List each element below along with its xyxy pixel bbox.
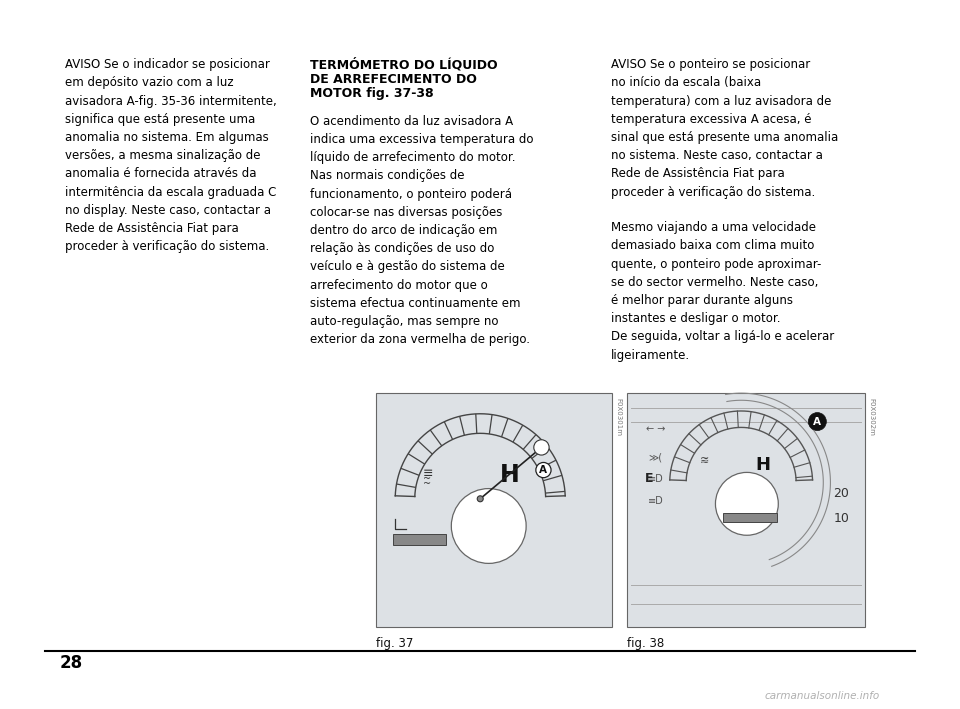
Text: AVISO Se o ponteiro se posicionar
no início da escala (baixa
temperatura) com a : AVISO Se o ponteiro se posicionar no iní… [611, 58, 838, 199]
Text: fig. 38: fig. 38 [627, 637, 664, 650]
Circle shape [715, 472, 779, 535]
Circle shape [534, 440, 549, 455]
Text: carmanualsonline.info: carmanualsonline.info [764, 691, 879, 701]
Text: F0X0301m: F0X0301m [615, 398, 621, 437]
Text: TERMÓMETRO DO LÍQUIDO: TERMÓMETRO DO LÍQUIDO [310, 58, 497, 72]
Text: ≋: ≋ [699, 456, 708, 466]
Bar [723, 513, 777, 523]
Text: AVISO Se o indicador se posicionar
em depósito vazio com a luz
avisadora A-fig. : AVISO Se o indicador se posicionar em de… [65, 58, 277, 253]
Text: 10: 10 [833, 512, 849, 525]
Text: MOTOR fig. 37-38: MOTOR fig. 37-38 [310, 87, 434, 100]
Text: F0X0302m: F0X0302m [868, 398, 874, 436]
Circle shape [451, 489, 526, 564]
Bar [627, 393, 865, 627]
Text: ≡D: ≡D [648, 474, 663, 484]
Text: ← →: ← → [646, 424, 665, 434]
Text: E: E [645, 472, 654, 486]
Text: DE ARREFECIMENTO DO: DE ARREFECIMENTO DO [310, 72, 477, 86]
Text: A: A [540, 465, 547, 475]
Text: ≡D: ≡D [648, 496, 663, 506]
Text: ~: ~ [423, 479, 432, 489]
Text: 28: 28 [60, 654, 83, 672]
Text: ≡: ≡ [422, 467, 433, 480]
Bar [376, 393, 612, 627]
Circle shape [477, 496, 483, 502]
Bar [393, 535, 445, 545]
Text: A: A [813, 417, 822, 427]
Text: fig. 37: fig. 37 [376, 637, 414, 650]
Circle shape [808, 413, 827, 430]
Text: Mesmo viajando a uma velocidade
demasiado baixa com clima muito
quente, o pontei: Mesmo viajando a uma velocidade demasiad… [611, 221, 834, 362]
Text: H: H [756, 456, 770, 474]
Text: 20: 20 [833, 486, 849, 500]
Text: O acendimento da luz avisadora A
indica uma excessiva temperatura do
líquido de : O acendimento da luz avisadora A indica … [310, 115, 534, 346]
Text: ≫(: ≫( [648, 452, 662, 462]
Text: H: H [500, 463, 520, 487]
Text: ~: ~ [423, 474, 432, 484]
